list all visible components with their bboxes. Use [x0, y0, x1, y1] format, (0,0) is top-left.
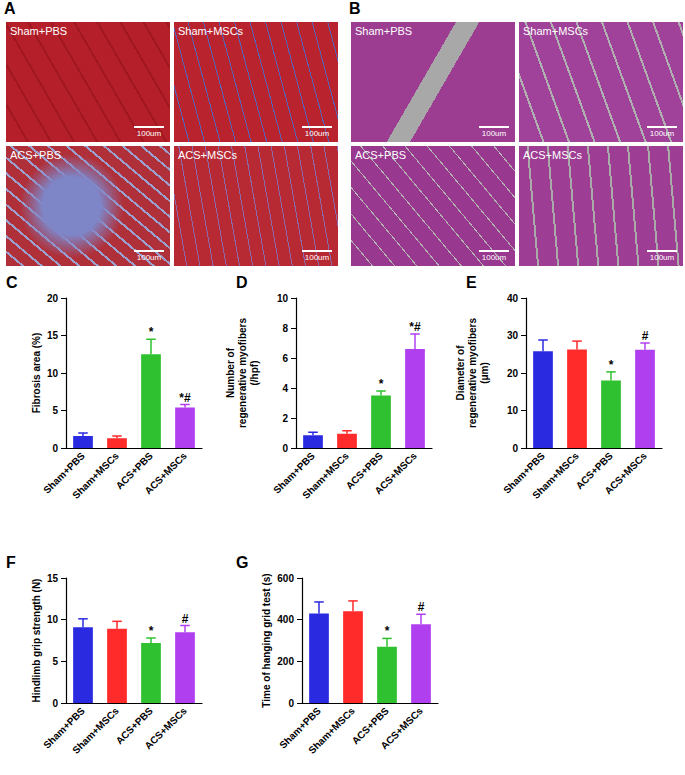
- svg-text:*: *: [149, 624, 154, 638]
- html-text:100um: 100um: [304, 129, 330, 138]
- svg-text:ACS+PBS: ACS+PBS: [343, 450, 385, 492]
- html-text:100um: 100um: [304, 253, 330, 262]
- svg-text:ACS+MSCs: ACS+MSCs: [142, 705, 189, 752]
- svg-text:Sham+MSCs: Sham+MSCs: [530, 450, 581, 501]
- svg-text:Sham+MSCs: Sham+MSCs: [70, 705, 121, 756]
- svg-text:ACS+MSCs: ACS+MSCs: [142, 450, 189, 497]
- svg-text:C: C: [6, 274, 18, 291]
- svg-text:Hindlimb grip strength (N): Hindlimb grip strength (N): [31, 579, 42, 703]
- html-text:A: A: [4, 0, 16, 17]
- svg-text:*#: *#: [179, 391, 191, 405]
- svg-text:ACS+MSCs: ACS+MSCs: [378, 705, 425, 752]
- html-text:ACS+MSCs: ACS+MSCs: [523, 149, 582, 161]
- svg-text:*: *: [379, 377, 384, 391]
- svg-text:ACS+PBS: ACS+PBS: [349, 705, 391, 747]
- svg-text:Number of: Number of: [225, 347, 236, 398]
- html-text:100um: 100um: [136, 253, 162, 262]
- svg-text:Sham+MSCs: Sham+MSCs: [70, 450, 121, 501]
- svg-text:10: 10: [47, 614, 59, 625]
- svg-text:2: 2: [282, 413, 288, 424]
- svg-text:ACS+PBS: ACS+PBS: [113, 705, 155, 747]
- svg-text:*: *: [149, 325, 154, 339]
- svg-text:Sham+PBS: Sham+PBS: [41, 450, 87, 496]
- html-text:Sham+PBS: Sham+PBS: [10, 25, 68, 37]
- svg-text:*#: *#: [409, 320, 421, 334]
- svg-text:Sham+PBS: Sham+PBS: [41, 705, 87, 751]
- svg-text:regenerative myofibers: regenerative myofibers: [467, 318, 478, 428]
- svg-text:6: 6: [282, 353, 288, 364]
- svg-text:0: 0: [52, 443, 58, 454]
- svg-text:regenerative myofibers: regenerative myofibers: [237, 318, 248, 428]
- svg-text:D: D: [236, 274, 248, 291]
- svg-text:15: 15: [47, 330, 59, 341]
- svg-text:20: 20: [47, 293, 59, 304]
- svg-text:400: 400: [277, 614, 294, 625]
- svg-text:Sham+PBS: Sham+PBS: [501, 450, 547, 496]
- html-text:Sham+MSCs: Sham+MSCs: [178, 25, 244, 37]
- html-text:100um: 100um: [649, 253, 675, 262]
- svg-text:30: 30: [507, 330, 519, 341]
- svg-text:E: E: [466, 274, 477, 291]
- html-text:100um: 100um: [481, 129, 507, 138]
- html-text:100um: 100um: [136, 129, 162, 138]
- svg-text:0: 0: [288, 698, 294, 709]
- svg-text:F: F: [6, 554, 16, 571]
- svg-text:ACS+MSCs: ACS+MSCs: [372, 450, 419, 497]
- svg-text:8: 8: [282, 323, 288, 334]
- svg-text:ACS+PBS: ACS+PBS: [113, 450, 155, 492]
- html-text:B: B: [349, 0, 361, 17]
- svg-text:4: 4: [282, 383, 288, 394]
- svg-text:10: 10: [47, 368, 59, 379]
- svg-text:Time of hanging grid test (s): Time of hanging grid test (s): [261, 573, 272, 707]
- svg-text:0: 0: [282, 443, 288, 454]
- svg-text:*: *: [385, 624, 390, 638]
- svg-text:0: 0: [52, 698, 58, 709]
- html-text:Sham+MSCs: Sham+MSCs: [523, 25, 589, 37]
- svg-text:#: #: [182, 612, 189, 626]
- svg-text:5: 5: [52, 656, 58, 667]
- html-text:Sham+PBS: Sham+PBS: [355, 25, 413, 37]
- svg-text:(/hpf): (/hpf): [249, 361, 260, 386]
- svg-text:Sham+MSCs: Sham+MSCs: [300, 450, 351, 501]
- svg-text:#: #: [642, 329, 649, 343]
- html-text:100um: 100um: [481, 253, 507, 262]
- svg-text:5: 5: [52, 405, 58, 416]
- svg-text:Fibrosis area (%): Fibrosis area (%): [31, 333, 42, 414]
- svg-text:*: *: [609, 358, 614, 372]
- svg-text:0: 0: [512, 443, 518, 454]
- html-text:100um: 100um: [649, 129, 675, 138]
- svg-text:10: 10: [507, 405, 519, 416]
- svg-text:(μm): (μm): [479, 362, 490, 384]
- svg-text:Sham+PBS: Sham+PBS: [277, 705, 323, 751]
- svg-text:40: 40: [507, 293, 519, 304]
- svg-text:G: G: [236, 554, 248, 571]
- svg-text:Diameter of: Diameter of: [455, 345, 466, 401]
- svg-text:ACS+PBS: ACS+PBS: [573, 450, 615, 492]
- svg-text:Sham+MSCs: Sham+MSCs: [306, 705, 357, 756]
- svg-text:Sham+PBS: Sham+PBS: [271, 450, 317, 496]
- svg-text:15: 15: [47, 573, 59, 584]
- svg-text:ACS+MSCs: ACS+MSCs: [602, 450, 649, 497]
- html-text:ACS+PBS: ACS+PBS: [355, 149, 407, 161]
- svg-text:10: 10: [277, 293, 289, 304]
- html-text:ACS+PBS: ACS+PBS: [10, 149, 62, 161]
- svg-text:20: 20: [507, 368, 519, 379]
- svg-text:200: 200: [277, 656, 294, 667]
- svg-text:#: #: [418, 600, 425, 614]
- html-text:ACS+MSCs: ACS+MSCs: [178, 149, 237, 161]
- svg-text:600: 600: [277, 573, 294, 584]
